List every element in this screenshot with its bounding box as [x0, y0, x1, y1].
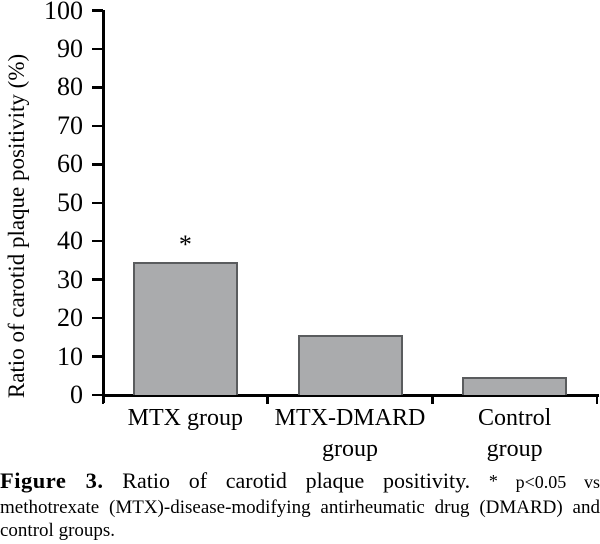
- y-tick-label: 20: [57, 303, 83, 333]
- y-tick-label: 60: [57, 149, 83, 179]
- y-tick-label: 80: [57, 72, 83, 102]
- y-tick: [92, 86, 103, 89]
- y-tick-label: 70: [57, 110, 83, 140]
- y-tick-label: 10: [57, 341, 83, 371]
- y-tick: [92, 316, 103, 320]
- bar: [132, 262, 238, 395]
- y-axis-line: [101, 10, 105, 403]
- x-category-label: MTX-DMARD group: [274, 405, 426, 462]
- figure-caption: Figure 3. Ratio of carotid plaque positi…: [0, 467, 600, 542]
- y-tick: [92, 163, 103, 166]
- y-tick: [92, 393, 103, 397]
- y-tick: [92, 355, 103, 358]
- x-tick: [431, 395, 434, 404]
- asterisk-glyph: *: [488, 471, 498, 491]
- y-tick-label: 0: [70, 380, 83, 409]
- y-tick: [92, 9, 103, 12]
- y-tick-label: 40: [57, 226, 83, 256]
- significance-note: * p<0.05 vs: [489, 471, 600, 492]
- bar: [297, 335, 403, 395]
- x-category-label: MTX group: [127, 405, 243, 431]
- caption-line-3: control groups.: [0, 520, 116, 541]
- x-tick: [266, 395, 269, 404]
- caption-title: Ratio of carotid plaque positivity.: [122, 468, 471, 493]
- y-tick: [92, 278, 103, 281]
- y-tick-label: 90: [57, 33, 83, 63]
- y-tick: [92, 124, 103, 128]
- y-tick: [92, 47, 103, 51]
- bar-chart: 0 10 20 30 40 50 60 70 80 90 100 * MTX group MTX-DMAR…: [4, 0, 599, 462]
- figure-label: Figure 3.: [0, 468, 104, 493]
- bar: [462, 376, 568, 395]
- y-tick: [92, 201, 103, 204]
- y-tick: [92, 239, 103, 243]
- caption-line-2: methotrexate (MTX)-disease-modifying ant…: [0, 497, 600, 518]
- x-category-label: Control group: [477, 405, 552, 462]
- y-tick-label: 100: [44, 0, 83, 25]
- y-tick-label: 30: [57, 264, 83, 294]
- y-tick-label: 50: [57, 187, 83, 217]
- caption-line-1: Figure 3. Ratio of carotid plaque positi…: [0, 467, 600, 496]
- x-tick: [595, 395, 599, 404]
- x-axis-line: [101, 393, 599, 397]
- significance-note-text: p<0.05 vs: [515, 472, 600, 492]
- x-tick: [101, 395, 105, 404]
- y-axis-title: Ratio of carotid plaque positivity (%): [4, 53, 29, 399]
- significance-asterisk: *: [178, 230, 192, 260]
